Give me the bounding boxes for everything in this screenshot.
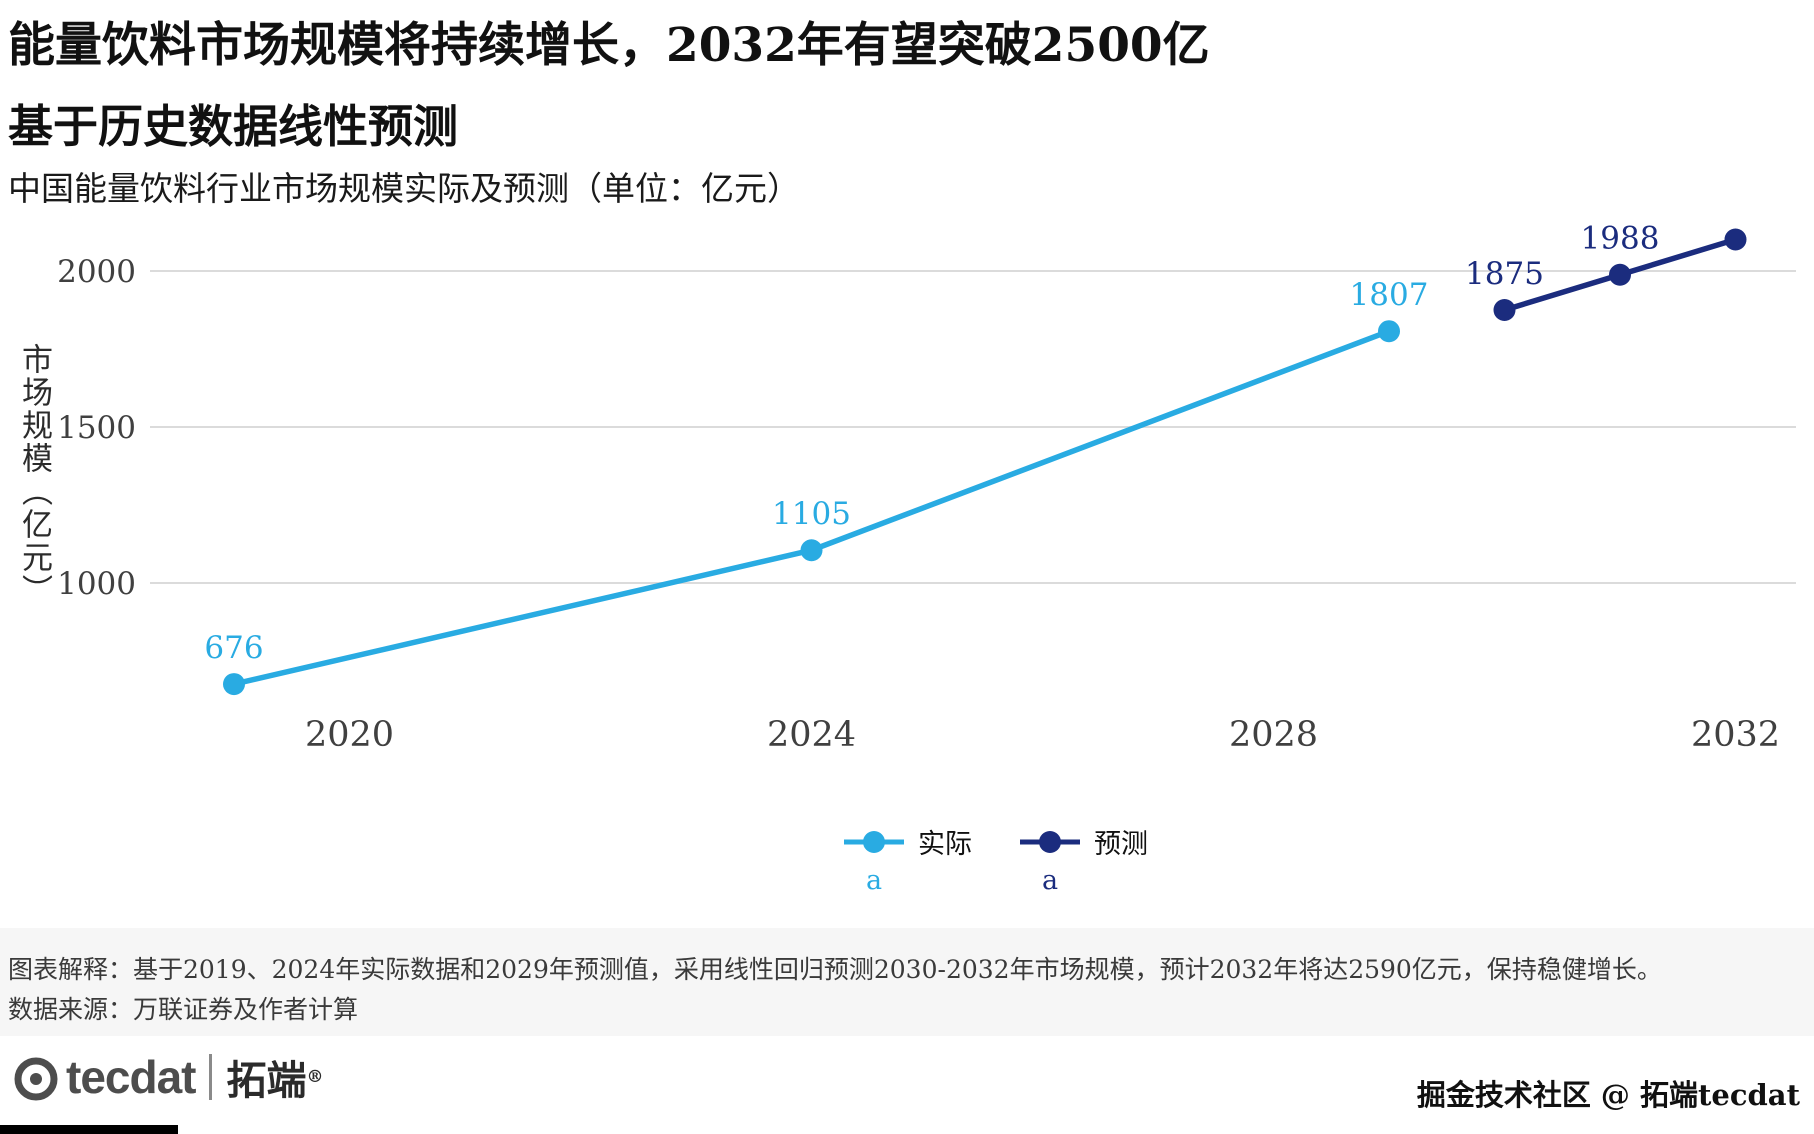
registered-mark-icon: ® bbox=[306, 1067, 324, 1087]
y-tick-label: 1000 bbox=[57, 566, 136, 602]
legend-marker bbox=[844, 830, 904, 853]
page-title: 能量饮料市场规模将持续增长，2032年有望突破2500亿 bbox=[8, 18, 1210, 73]
x-tick-label: 2020 bbox=[305, 715, 394, 755]
legend-marker bbox=[1020, 830, 1080, 853]
page-subtitle: 基于历史数据线性预测 bbox=[8, 100, 459, 153]
data-point bbox=[1378, 320, 1400, 343]
data-point-label: 1105 bbox=[772, 496, 851, 532]
data-point bbox=[800, 539, 823, 562]
data-point bbox=[223, 673, 245, 696]
x-tick-label: 2028 bbox=[1229, 715, 1318, 755]
chart-explanation: 图表解释：基于2019、2024年实际数据和2029年预测值，采用线性回归预测2… bbox=[8, 955, 1662, 984]
y-tick-label: 1500 bbox=[57, 410, 136, 446]
legend-label: 预测 bbox=[1094, 829, 1148, 860]
legend-key-glyph: a bbox=[1041, 865, 1059, 896]
chart-caption: 中国能量饮料行业市场规模实际及预测（单位：亿元） bbox=[8, 169, 800, 208]
logo-divider bbox=[209, 1054, 213, 1100]
tecdat-logo-cjk: 拓端 bbox=[226, 1057, 307, 1104]
legend-key-glyph: a bbox=[865, 865, 883, 896]
data-point-label: 1988 bbox=[1581, 221, 1660, 257]
data-point bbox=[1493, 299, 1516, 321]
footer-credit: 掘金技术社区 @ 拓端tecdat bbox=[1416, 1078, 1800, 1112]
bottom-black-bar bbox=[0, 1125, 178, 1134]
data-point-label: 676 bbox=[204, 630, 263, 666]
data-point bbox=[1724, 228, 1747, 251]
legend-item-forecast: 预测 a bbox=[1018, 822, 1148, 896]
data-source: 数据来源：万联证券及作者计算 bbox=[8, 995, 359, 1024]
data-point-label: 1807 bbox=[1350, 277, 1429, 313]
legend-item-actual: 实际 a bbox=[842, 822, 972, 896]
data-point bbox=[1609, 263, 1631, 286]
legend-label: 实际 bbox=[918, 829, 972, 860]
footnote-band: 图表解释：基于2019、2024年实际数据和2029年预测值，采用线性回归预测2… bbox=[0, 928, 1814, 1036]
x-tick-label: 2032 bbox=[1691, 715, 1780, 755]
y-axis-title: 市场规模（亿元） bbox=[16, 343, 52, 607]
data-point-label: 1875 bbox=[1465, 256, 1544, 292]
line-chart: 1000 1500 2000 2020 2024 2028 2032 676 1105 1807 1… bbox=[57, 221, 1796, 755]
tecdat-logo: tecdat 拓端 ® bbox=[10, 1048, 323, 1106]
tecdat-logo-text: tecdat bbox=[66, 1051, 196, 1103]
x-tick-label: 2024 bbox=[767, 715, 856, 755]
tecdat-logo-icon bbox=[14, 1057, 58, 1101]
y-tick-label: 2000 bbox=[57, 254, 136, 290]
chart-legend: 实际 a 预测 a bbox=[88, 822, 1814, 896]
